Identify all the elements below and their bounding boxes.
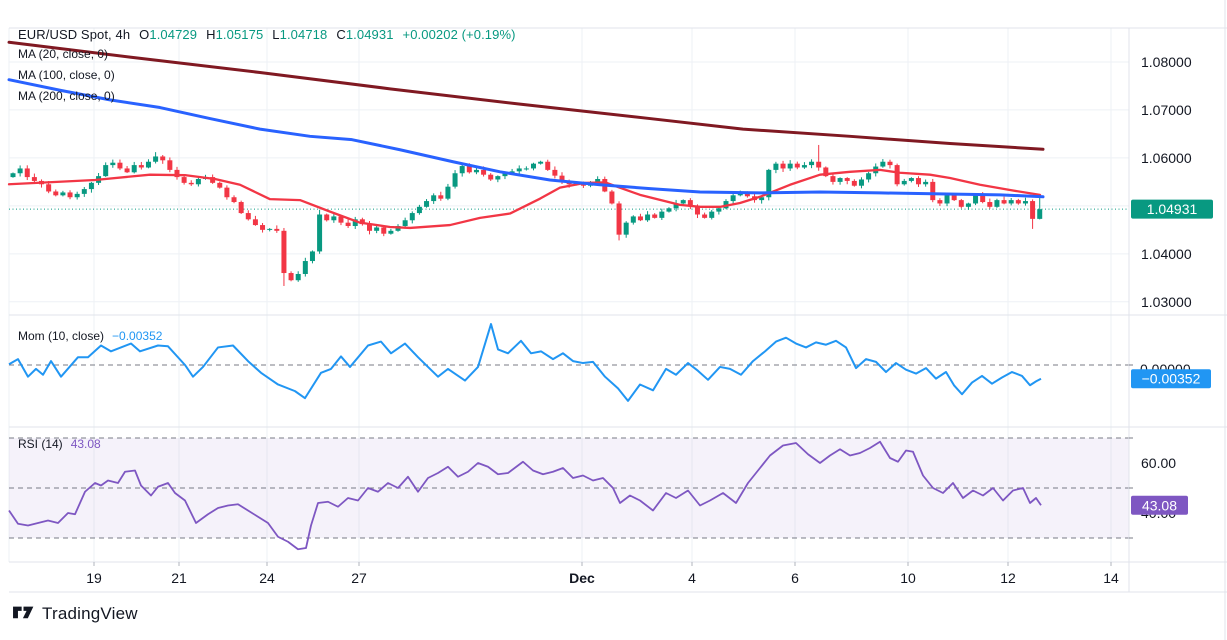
ma100-line: [7, 78, 1045, 199]
ma100-legend[interactable]: MA (100, close, 0): [18, 68, 115, 82]
pane-borders: [9, 0, 1227, 640]
svg-text:4: 4: [688, 570, 696, 586]
candles: [10, 144, 1043, 286]
svg-text:19: 19: [86, 570, 102, 586]
low-value: 1.04718: [279, 27, 328, 42]
change-value: +0.00202 (+0.19%): [402, 27, 516, 42]
time-axis[interactable]: 19 21 24 27 Dec 4 6 10 12 14: [86, 562, 1119, 586]
svg-text:1.06000: 1.06000: [1141, 150, 1192, 166]
svg-text:10: 10: [900, 570, 916, 586]
tradingview-branding[interactable]: TradingView: [12, 604, 138, 624]
close-label: C: [336, 27, 346, 42]
svg-text:43.08: 43.08: [1142, 497, 1177, 513]
brand-wordmark: TradingView: [42, 604, 138, 623]
svg-text:27: 27: [351, 570, 367, 586]
momentum-legend[interactable]: Mom (10, close) −0.00352: [18, 329, 162, 343]
price-pane[interactable]: [7, 40, 1129, 286]
rsi-label: RSI (14): [18, 437, 63, 451]
high-label: H: [206, 27, 216, 42]
rsi-value: 43.08: [70, 437, 101, 451]
svg-text:12: 12: [1000, 570, 1016, 586]
svg-text:21: 21: [171, 570, 187, 586]
momentum-value: −0.00352: [112, 329, 163, 343]
rsi-line: [8, 440, 1042, 551]
svg-text:−0.00352: −0.00352: [1142, 371, 1201, 387]
svg-text:60.00: 60.00: [1141, 455, 1176, 471]
svg-text:1.08000: 1.08000: [1141, 54, 1192, 70]
ma20-legend[interactable]: MA (20, close, 0): [18, 47, 109, 61]
momentum-label: Mom (10, close): [18, 329, 105, 343]
svg-text:6: 6: [791, 570, 799, 586]
ma200-line: [7, 40, 1045, 151]
price-badge: 1.04931: [1131, 199, 1213, 219]
momentum-pane[interactable]: [8, 323, 1129, 402]
svg-text:1.03000: 1.03000: [1141, 294, 1192, 310]
svg-text:1.07000: 1.07000: [1141, 102, 1192, 118]
close-value: 1.04931: [345, 27, 394, 42]
svg-text:14: 14: [1103, 570, 1119, 586]
rsi-pane[interactable]: [8, 437, 1129, 551]
open-label: O: [139, 27, 150, 42]
price-axis[interactable]: 1.080001.070001.060001.040001.030000.000…: [1129, 54, 1213, 539]
symbol-title: EUR/USD Spot, 4h: [18, 27, 131, 42]
high-value: 1.05175: [215, 27, 264, 42]
momentum-line: [8, 323, 1042, 402]
svg-text:1.04000: 1.04000: [1141, 246, 1192, 262]
svg-text:Dec: Dec: [569, 570, 595, 586]
tradingview-logo-icon: [13, 606, 34, 619]
ma200-legend[interactable]: MA (200, close, 0): [18, 89, 115, 103]
rsi-badge: 43.08: [1131, 495, 1188, 515]
symbol-legend[interactable]: EUR/USD Spot, 4h O1.04729 H1.05175 L1.04718…: [18, 27, 516, 42]
ma20-line: [7, 168, 1042, 230]
low-label: L: [272, 27, 280, 42]
momentum-badge: −0.00352: [1131, 369, 1211, 389]
svg-text:24: 24: [259, 570, 275, 586]
rsi-legend[interactable]: RSI (14) 43.08: [18, 437, 101, 451]
svg-text:1.04931: 1.04931: [1147, 201, 1198, 217]
open-value: 1.04729: [149, 27, 198, 42]
